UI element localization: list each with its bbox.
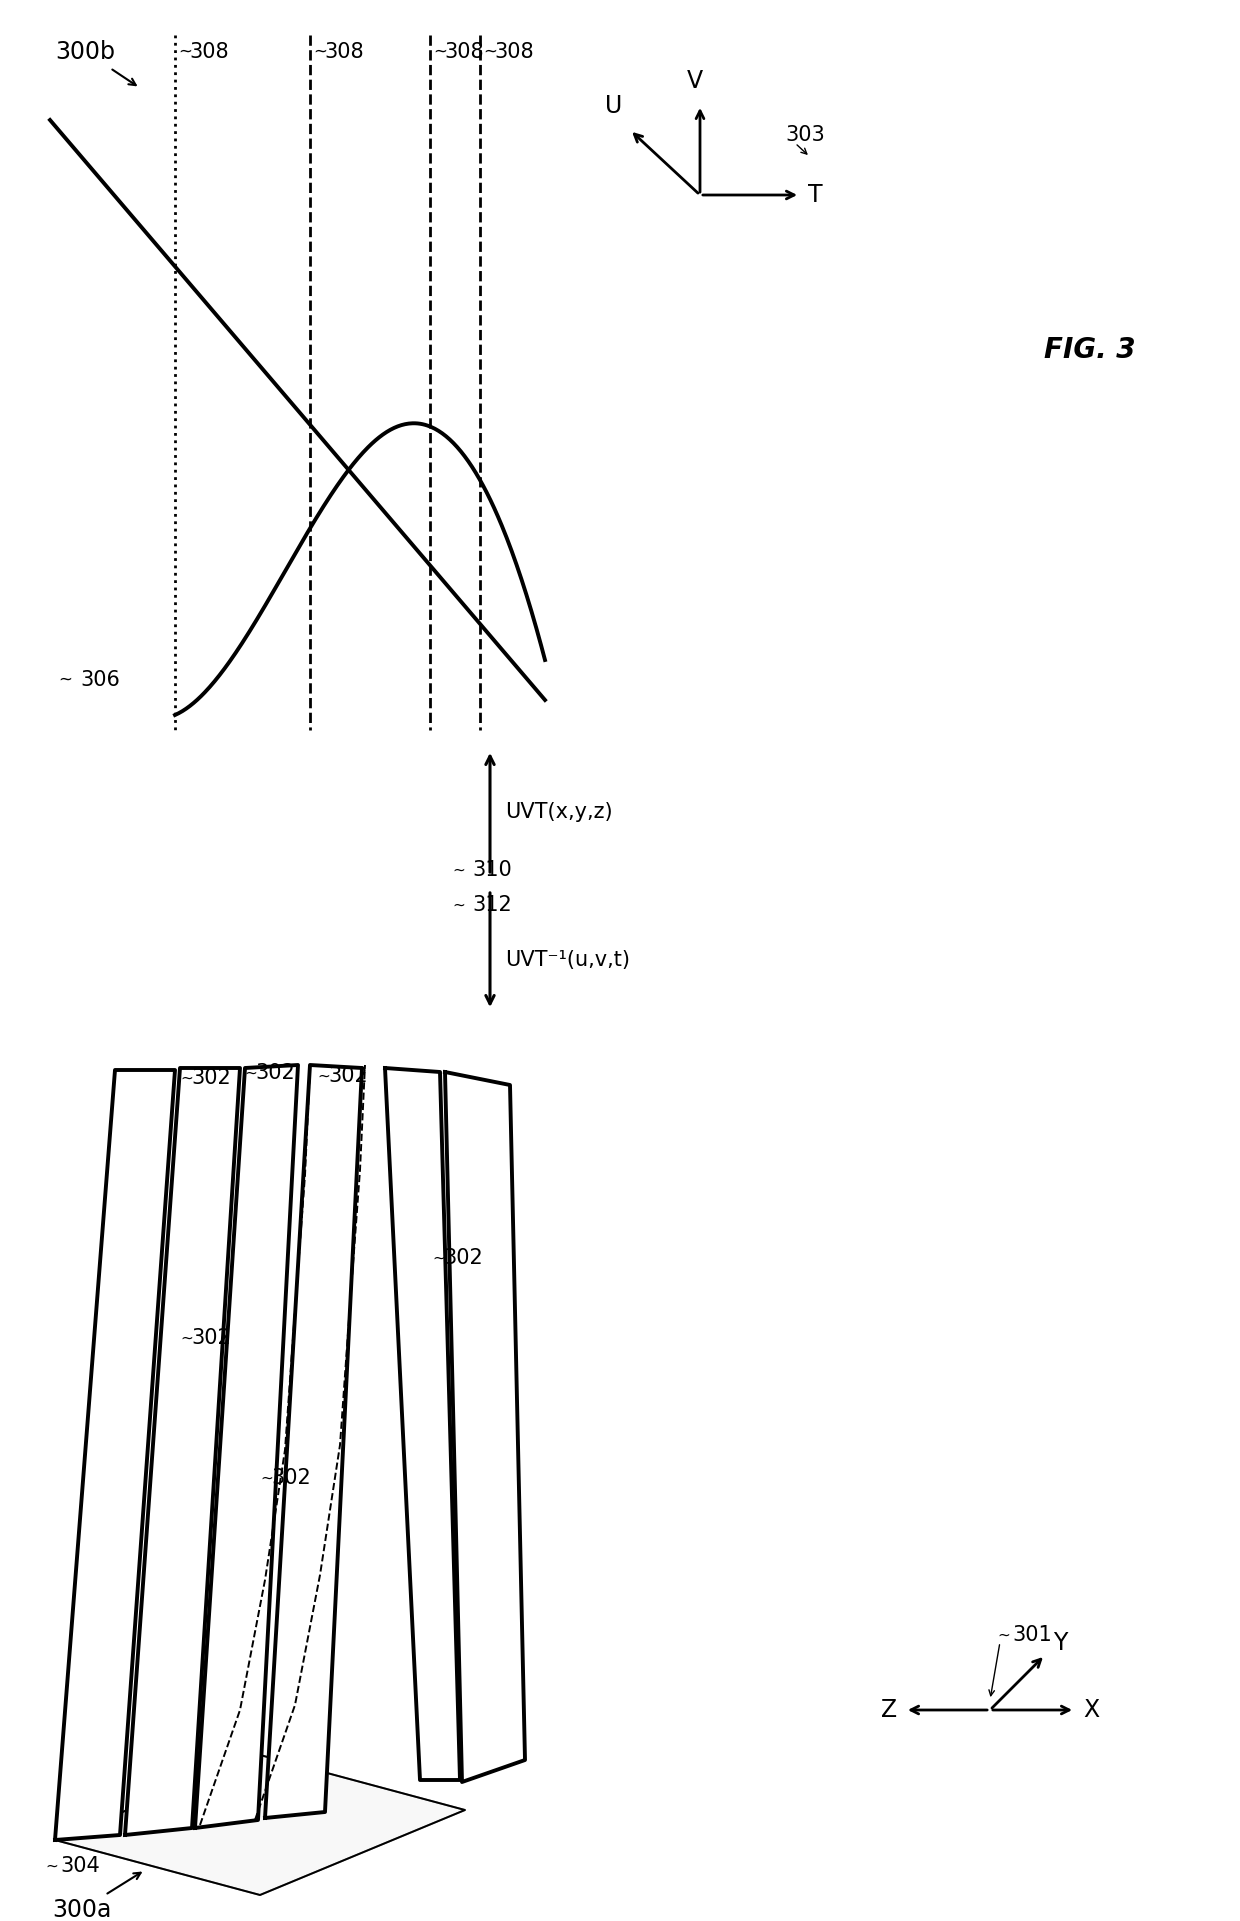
Text: ~: ~ bbox=[260, 1470, 273, 1485]
Text: ~: ~ bbox=[312, 42, 327, 61]
Text: 310: 310 bbox=[472, 861, 512, 880]
Text: 302: 302 bbox=[255, 1062, 295, 1083]
Text: 303: 303 bbox=[785, 125, 825, 144]
Text: ~: ~ bbox=[432, 1251, 445, 1266]
Text: ~: ~ bbox=[997, 1627, 1011, 1642]
Text: ~: ~ bbox=[433, 42, 446, 61]
Text: Z: Z bbox=[880, 1698, 897, 1721]
Text: 300b: 300b bbox=[55, 40, 115, 63]
Polygon shape bbox=[445, 1072, 525, 1783]
Text: 302: 302 bbox=[272, 1468, 311, 1489]
Text: U: U bbox=[605, 94, 622, 117]
Text: 308: 308 bbox=[324, 42, 363, 61]
Polygon shape bbox=[55, 1756, 465, 1894]
Text: ~: ~ bbox=[180, 1070, 192, 1085]
Text: ~: ~ bbox=[317, 1068, 330, 1083]
Polygon shape bbox=[55, 1070, 175, 1840]
Text: 308: 308 bbox=[444, 42, 484, 61]
Text: ~: ~ bbox=[244, 1066, 257, 1080]
Text: ~: ~ bbox=[179, 42, 192, 61]
Text: UVT(x,y,z): UVT(x,y,z) bbox=[505, 801, 613, 822]
Text: ~: ~ bbox=[484, 42, 497, 61]
Text: 302: 302 bbox=[443, 1249, 482, 1268]
Text: ~: ~ bbox=[180, 1331, 192, 1345]
Polygon shape bbox=[384, 1068, 460, 1781]
Text: UVT⁻¹(u,v,t): UVT⁻¹(u,v,t) bbox=[505, 951, 630, 970]
Text: 308: 308 bbox=[494, 42, 533, 61]
Polygon shape bbox=[265, 1064, 362, 1817]
Text: 301: 301 bbox=[1012, 1625, 1052, 1644]
Text: Y: Y bbox=[1053, 1631, 1068, 1656]
Text: 302: 302 bbox=[191, 1327, 231, 1349]
Polygon shape bbox=[125, 1068, 241, 1835]
Text: ~: ~ bbox=[45, 1858, 58, 1873]
Text: FIG. 3: FIG. 3 bbox=[1044, 336, 1136, 363]
Text: X: X bbox=[1083, 1698, 1099, 1721]
Polygon shape bbox=[195, 1064, 298, 1829]
Text: V: V bbox=[687, 69, 703, 92]
Text: 308: 308 bbox=[188, 42, 228, 61]
Text: 302: 302 bbox=[329, 1066, 368, 1085]
Text: ~: ~ bbox=[453, 863, 465, 878]
Text: T: T bbox=[808, 182, 822, 207]
Text: 306: 306 bbox=[81, 670, 120, 690]
Text: 304: 304 bbox=[60, 1856, 99, 1877]
Text: ~: ~ bbox=[58, 670, 72, 690]
Text: ~: ~ bbox=[453, 897, 465, 912]
Text: 300a: 300a bbox=[52, 1898, 112, 1921]
Text: 302: 302 bbox=[191, 1068, 231, 1087]
Text: 312: 312 bbox=[472, 895, 512, 914]
